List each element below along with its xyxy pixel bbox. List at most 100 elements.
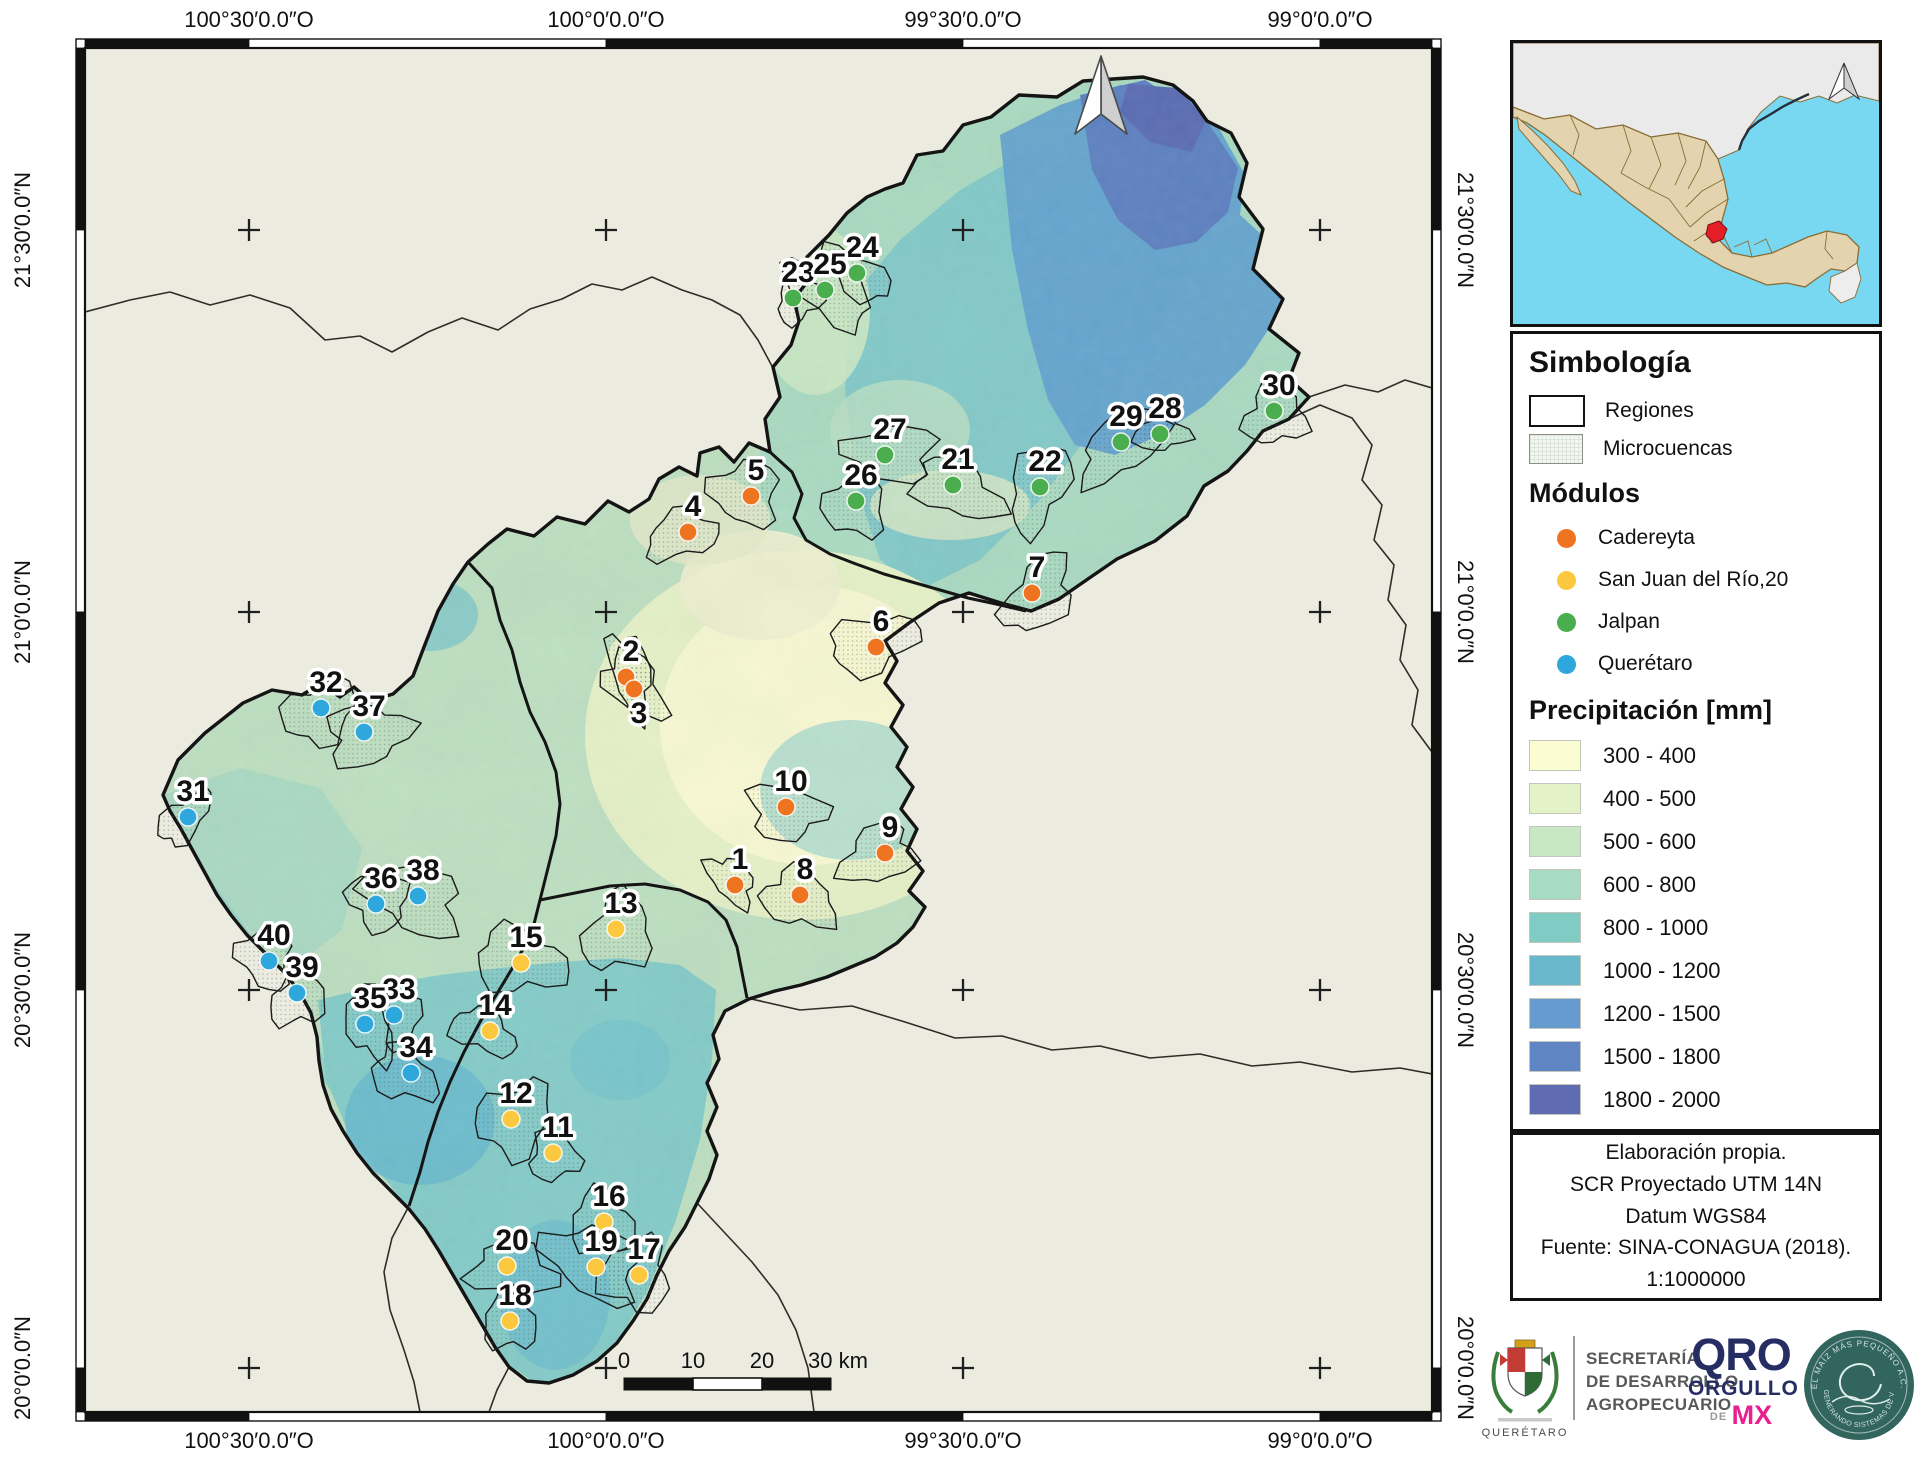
module-dot-queretaro bbox=[259, 951, 279, 971]
microcuenca-number: 40 bbox=[257, 919, 290, 952]
graticule-cross bbox=[238, 601, 260, 623]
inset-map-box bbox=[1510, 40, 1882, 327]
microcuenca-marker: 19 bbox=[581, 1222, 621, 1277]
qro-orgullo-logo: QRO ORGULLO DE MX bbox=[1688, 1332, 1798, 1430]
module-color-dot bbox=[1557, 612, 1576, 632]
module-dot-cadereyta bbox=[741, 486, 761, 506]
microcuenca-number: 30 bbox=[1262, 369, 1295, 402]
region-boundaries bbox=[407, 450, 1027, 1207]
module-dot-jalpan bbox=[1150, 424, 1170, 444]
microcuenca-number: 38 bbox=[406, 854, 439, 887]
module-dot-cadereyta bbox=[866, 637, 886, 657]
precip-legend-item: 1000 - 1200 bbox=[1529, 949, 1871, 992]
microcuenca-marker: 39 bbox=[282, 948, 322, 1003]
credits-line: SCR Proyectado UTM 14N bbox=[1569, 1172, 1823, 1196]
precip-range-label: 300 - 400 bbox=[1603, 742, 1696, 768]
queretaro-coat-of-arms: QUERÉTARO bbox=[1482, 1339, 1568, 1439]
map-frame bbox=[75, 38, 1442, 1422]
microcuenca-marker: 28 bbox=[1145, 389, 1185, 444]
graticule-cross bbox=[595, 219, 617, 241]
module-dot-cadereyta bbox=[776, 797, 796, 817]
legend-panel: Simbología Regiones Microcuencas Módulos… bbox=[1510, 331, 1882, 1132]
microcuenca-number: 37 bbox=[352, 690, 385, 723]
graticule-cross bbox=[595, 1357, 617, 1379]
module-dot-jalpan bbox=[1030, 477, 1050, 497]
precip-color-swatch bbox=[1529, 783, 1581, 814]
scalebar-label: 10 bbox=[681, 1348, 705, 1373]
precip-legend-item: 800 - 1000 bbox=[1529, 906, 1871, 949]
module-dot-queretaro bbox=[366, 894, 386, 914]
credits-text: Elaboración propia. SCR Proyectado UTM 14… bbox=[1541, 1137, 1851, 1297]
credits-line: Datum WGS84 bbox=[1625, 1204, 1767, 1228]
microcuenca-number: 15 bbox=[509, 921, 542, 954]
graticule-cross bbox=[952, 219, 974, 241]
precip-legend-item: 1200 - 1500 bbox=[1529, 992, 1871, 1035]
microcuenca-number: 36 bbox=[364, 862, 397, 895]
inset-queretaro-highlight bbox=[1705, 220, 1728, 244]
microcuenca-number: 25 bbox=[813, 248, 846, 281]
microcuenca-number: 2 bbox=[623, 635, 640, 668]
precip-legend-item: 300 - 400 bbox=[1529, 734, 1871, 777]
module-dot-san_juan bbox=[511, 953, 531, 973]
module-color-dot bbox=[1557, 570, 1576, 590]
microcuenca-number: 16 bbox=[592, 1180, 625, 1213]
microcuenca-marker: 5 bbox=[741, 451, 768, 506]
graticule-cross bbox=[952, 1357, 974, 1379]
precip-legend-item: 1800 - 2000 bbox=[1529, 1078, 1871, 1121]
microcuenca-marker: 15 bbox=[506, 918, 546, 973]
microcuenca-marker: 14 bbox=[475, 986, 515, 1041]
microcuenca-number: 22 bbox=[1028, 445, 1061, 478]
microcuenca-number: 1 bbox=[732, 843, 749, 876]
precip-color-swatch bbox=[1529, 826, 1581, 857]
microcuenca-outline bbox=[326, 704, 422, 770]
neighbor-state-boundaries bbox=[85, 276, 1432, 1412]
mx-text: MX bbox=[1731, 1399, 1773, 1430]
microcuenca-number: 23 bbox=[781, 256, 814, 289]
axis-label-right: 21°30′0.0″N bbox=[1453, 172, 1478, 288]
module-dot-jalpan bbox=[847, 263, 867, 283]
microcuenca-number: 5 bbox=[748, 454, 765, 487]
module-legend-list: Cadereyta San Juan del Río,20 Jalpan Querét… bbox=[1529, 517, 1871, 685]
microcuenca-marker: 36 bbox=[361, 859, 401, 914]
microcuenca-marker: 37 bbox=[349, 687, 389, 742]
graticule-cross bbox=[952, 601, 974, 623]
module-legend-item: Querétaro bbox=[1529, 643, 1871, 685]
precip-color-swatch bbox=[1529, 912, 1581, 943]
module-dot-jalpan bbox=[1111, 432, 1131, 452]
module-dot-queretaro bbox=[355, 1014, 375, 1034]
precip-range-label: 500 - 600 bbox=[1603, 828, 1696, 854]
axis-label-bottom: 99°30′0.0″O bbox=[904, 1428, 1021, 1453]
precip-legend-item: 1500 - 1800 bbox=[1529, 1035, 1871, 1078]
axis-label-right: 21°0′0.0″N bbox=[1453, 560, 1478, 664]
module-dot-cadereyta bbox=[790, 885, 810, 905]
microcuenca-marker: 7 bbox=[1022, 548, 1049, 603]
precip-color-swatch bbox=[1529, 1084, 1581, 1115]
microcuenca-marker: 22 bbox=[1025, 442, 1065, 497]
microcuenca-marker: 17 bbox=[624, 1230, 664, 1285]
microcuenca-number: 19 bbox=[584, 1225, 617, 1258]
microcuenca-outline bbox=[1080, 407, 1176, 494]
microcuenca-marker: 31 bbox=[173, 772, 213, 827]
legend-item-regiones: Regiones bbox=[1529, 392, 1871, 430]
module-color-dot bbox=[1557, 528, 1576, 548]
microcuenca-number: 18 bbox=[498, 1279, 531, 1312]
module-dot-san_juan bbox=[594, 1212, 614, 1232]
microcuenca-marker: 6 bbox=[866, 602, 893, 657]
microcuenca-marker: 12 bbox=[496, 1074, 536, 1129]
precip-color-swatch bbox=[1529, 740, 1581, 771]
module-dot-queretaro bbox=[311, 698, 331, 718]
graticule-cross bbox=[1309, 601, 1331, 623]
precip-color-swatch bbox=[1529, 1041, 1581, 1072]
module-dot-san_juan bbox=[497, 1256, 517, 1276]
shield-caption: QUERÉTARO bbox=[1482, 1426, 1568, 1439]
axis-labels: 100°30′0.0″O 100°30′0.0″O 100°0′0.0″O 100°0… bbox=[10, 7, 1478, 1453]
credits-line: Elaboración propia. bbox=[1605, 1140, 1787, 1164]
precip-range-label: 600 - 800 bbox=[1603, 871, 1696, 897]
microcuenca-number: 21 bbox=[941, 443, 974, 476]
module-dot-queretaro bbox=[354, 722, 374, 742]
module-label: Querétaro bbox=[1598, 652, 1693, 675]
module-dot-cadereyta bbox=[624, 679, 644, 699]
